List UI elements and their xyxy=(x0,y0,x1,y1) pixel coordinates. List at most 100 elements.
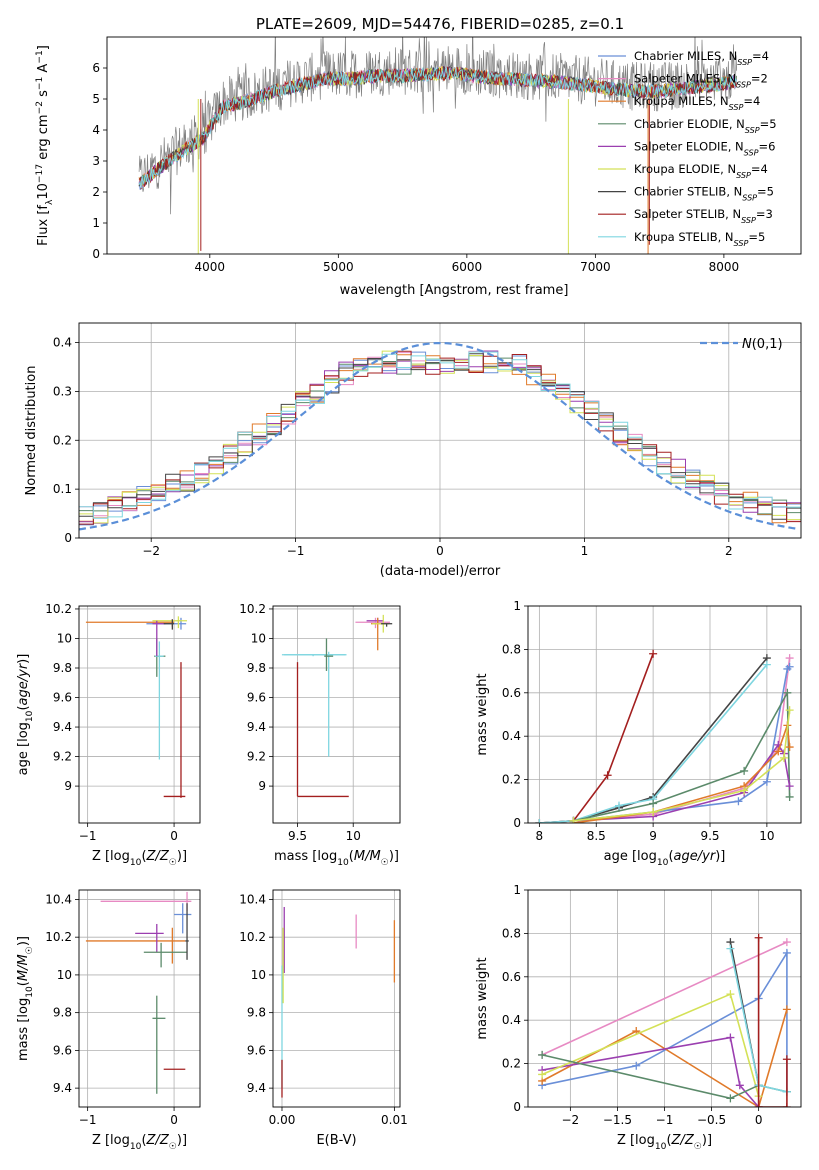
mass_weight_vs_age-plot-area xyxy=(535,649,794,823)
errorbar-point xyxy=(381,623,393,627)
y-tick-label: 9.8 xyxy=(53,661,72,675)
x-tick-label: 0 xyxy=(170,829,178,843)
mass-weight-marker xyxy=(726,990,735,999)
mass-weight-line xyxy=(541,993,760,1097)
errorbar-point xyxy=(152,995,166,1094)
legend-entry: Kroupa STELIB, NSSP=5 xyxy=(634,230,765,248)
y-tick-label: 2 xyxy=(92,185,100,199)
figure-title: PLATE=2609, MJD=54476, FIBERID=0285, z=0… xyxy=(256,15,624,33)
legend-entry: Salpeter MILES, NSSP=2 xyxy=(634,72,768,90)
mass-weight-marker xyxy=(740,786,749,795)
legend-entry: Chabrier STELIB, NSSP=5 xyxy=(634,185,774,203)
mass-weight-marker xyxy=(785,654,794,663)
mass_vs_Z-plot-area xyxy=(85,891,192,1094)
legend-entry: Kroupa MILES, NSSP=4 xyxy=(634,94,760,112)
mass-weight-marker xyxy=(754,933,763,942)
age_vs_mass-axes: 9.5 10 9 9.2 9.4 9.6 9.8 10 10.2 xyxy=(239,602,401,843)
y-tick-label: 0.1 xyxy=(53,482,72,496)
y-tick-label: 1 xyxy=(513,883,521,897)
y-tick-label: 0.6 xyxy=(502,970,521,984)
y-tick-label: 9.2 xyxy=(53,750,72,764)
y-tick-label: 10.2 xyxy=(239,602,266,616)
mass-weight-marker xyxy=(535,819,544,823)
y-tick-label: 3 xyxy=(92,154,100,168)
y-tick-label: 9.6 xyxy=(247,691,266,705)
errorbar-point xyxy=(163,662,186,798)
mass-weight-marker xyxy=(538,1050,547,1059)
x-tick-label: 10 xyxy=(346,829,361,843)
x-tick-label: −1 xyxy=(79,1113,97,1127)
axes-frame xyxy=(78,889,201,1108)
y-tick-label: 0 xyxy=(64,531,72,545)
y-tick-label: 5 xyxy=(92,92,100,106)
errorbar-point xyxy=(174,903,192,934)
y-tick-label: 10.4 xyxy=(239,892,266,906)
model-spectrum xyxy=(138,66,737,189)
y-tick-label: 9.6 xyxy=(247,1043,266,1057)
mass-weight-marker xyxy=(754,1103,763,1107)
y-tick-label: 1 xyxy=(92,216,100,230)
x-tick-label: −1 xyxy=(79,829,97,843)
mass-weight-marker xyxy=(569,816,578,823)
errorbar-point xyxy=(152,620,166,657)
x-tick-label: 9.5 xyxy=(700,829,719,843)
mass-weight-marker xyxy=(726,1094,735,1103)
x-tick-label: −1.5 xyxy=(603,1113,632,1127)
y-tick-label: 9.6 xyxy=(53,1043,72,1057)
errorbar-point xyxy=(100,891,192,911)
age-vs-Z-xlabel: Z [log10(Z/Z☉)] xyxy=(92,849,187,868)
mass-weight-marker xyxy=(649,808,658,817)
errorbar-point xyxy=(185,903,189,960)
spectrum-legend: Chabrier MILES, NSSP=4 Salpeter MILES, NS… xyxy=(598,49,777,247)
residual-xlabel: (data-model)/error xyxy=(380,564,501,579)
legend-entry: Kroupa ELODIE, NSSP=4 xyxy=(634,162,768,180)
y-tick-label: 0 xyxy=(92,247,100,261)
spectrum-axes: 4000 5000 6000 7000 8000 0 1 2 3 4 5 6 xyxy=(92,36,802,274)
errorbar-point xyxy=(152,616,188,629)
residuals-axes: −2 −1 0 1 2 0 0.1 0.2 0.3 0.4 xyxy=(53,322,802,558)
y-tick-label: 10.4 xyxy=(45,892,72,906)
legend-entry: Chabrier MILES, NSSP=4 xyxy=(634,49,769,67)
age_vs_mass-plot-area xyxy=(281,614,393,798)
mass-weight-marker xyxy=(785,662,794,671)
age_vs_Z-axes: −1 0 9 9.2 9.4 9.6 9.8 10 10.2 xyxy=(45,602,201,843)
mass-weight-line xyxy=(573,666,791,822)
mass-weight-marker xyxy=(782,1103,791,1107)
x-tick-label: 0 xyxy=(170,1113,178,1127)
y-tick-label: 0.8 xyxy=(502,926,521,940)
mw-vs-Z-ylabel: mass weight xyxy=(475,957,490,1039)
x-tick-label: 7000 xyxy=(580,260,611,274)
mass-weight-marker xyxy=(762,660,771,669)
y-tick-label: 10.2 xyxy=(45,930,72,944)
normal-reference-curve xyxy=(79,342,799,531)
x-tick-label: −1 xyxy=(287,544,305,558)
age-vs-mass-xlabel: mass [log10(M/M☉)] xyxy=(274,849,399,868)
errorbar-point xyxy=(284,651,346,757)
errorbar-point xyxy=(143,942,188,968)
errorbar-point xyxy=(296,662,349,798)
mass-weight-marker xyxy=(785,792,794,801)
mass-weight-marker xyxy=(783,688,792,697)
mass-weight-marker xyxy=(782,1005,791,1014)
y-tick-label: 10 xyxy=(57,631,72,645)
y-tick-label: 9 xyxy=(64,779,72,793)
x-tick-label: 5000 xyxy=(323,260,354,274)
errorbar-point xyxy=(324,638,334,671)
x-tick-label: 9.5 xyxy=(288,829,307,843)
y-tick-label: 0.3 xyxy=(53,384,72,398)
y-tick-label: 0.4 xyxy=(502,729,521,743)
x-tick-label: 4000 xyxy=(195,260,226,274)
mass-weight-marker xyxy=(538,1070,547,1079)
y-tick-label: 9 xyxy=(258,779,266,793)
y-tick-label: 1 xyxy=(513,599,521,613)
errorbar-point xyxy=(163,619,175,630)
y-tick-label: 9.6 xyxy=(53,691,72,705)
mass-weight-marker xyxy=(734,797,743,806)
y-tick-label: 9.8 xyxy=(247,1006,266,1020)
mass-weight-marker xyxy=(740,766,749,775)
y-tick-label: 6 xyxy=(92,61,100,75)
y-tick-label: 0.2 xyxy=(502,773,521,787)
x-tick-label: 8.5 xyxy=(587,829,606,843)
y-tick-label: 0 xyxy=(513,1100,521,1114)
mass-weight-marker xyxy=(632,1061,641,1070)
